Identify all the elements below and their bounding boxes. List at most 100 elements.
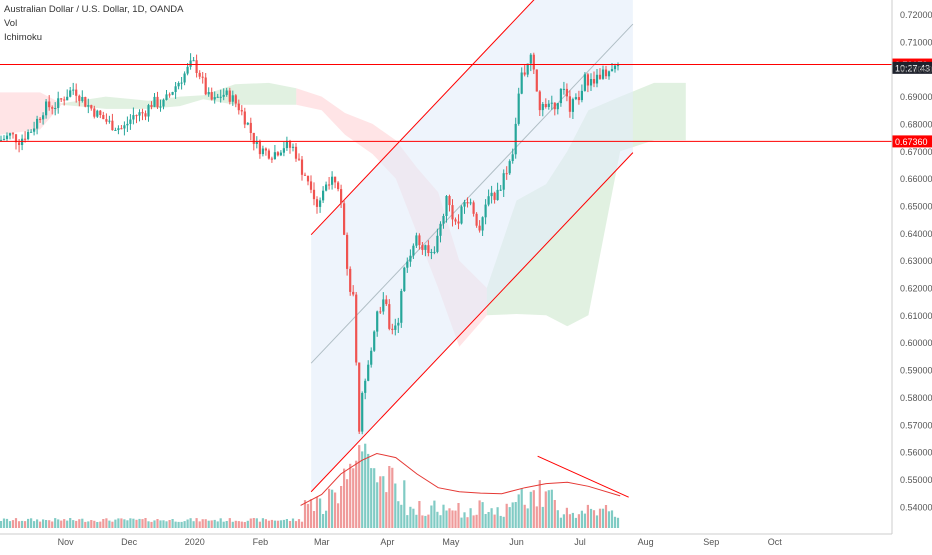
- candle-body: [505, 173, 508, 175]
- volume-bar: [553, 500, 556, 528]
- time-tick-label: Jul: [574, 537, 586, 547]
- volume-bar: [165, 521, 168, 528]
- volume-bar: [273, 520, 276, 528]
- volume-bar: [424, 515, 427, 528]
- volume-bar: [42, 519, 45, 528]
- candle-body: [586, 74, 589, 86]
- candle-body: [523, 72, 526, 75]
- candle-body: [562, 88, 565, 90]
- volume-bar: [168, 520, 171, 528]
- candle-body: [162, 99, 165, 107]
- volume-bar: [583, 513, 586, 528]
- candle-body: [156, 96, 159, 108]
- candle-body: [538, 91, 541, 111]
- candle-body: [391, 328, 394, 330]
- volume-bar: [33, 521, 36, 528]
- candle-body: [0, 139, 3, 141]
- candle-body: [496, 189, 499, 200]
- candle-body: [99, 110, 102, 115]
- candle-body: [460, 206, 463, 224]
- volume-bar: [529, 491, 532, 528]
- ichimoku-indicator-label[interactable]: Ichimoku: [4, 32, 43, 43]
- candle-body: [487, 196, 490, 205]
- volume-bar: [255, 518, 258, 528]
- volume-bar: [162, 520, 165, 528]
- price-tick-label: 0.63000: [900, 256, 932, 266]
- volume-bar: [574, 517, 577, 528]
- volume-bar: [568, 514, 571, 528]
- candle-body: [559, 88, 562, 104]
- candle-body: [42, 115, 45, 120]
- volume-bar: [216, 521, 219, 528]
- volume-bar: [370, 468, 373, 528]
- candle-body: [147, 105, 150, 117]
- candle-body: [8, 133, 12, 136]
- candle-body: [87, 105, 90, 107]
- candle-body: [436, 235, 439, 252]
- candle-body: [258, 142, 261, 155]
- volume-bar: [249, 518, 252, 528]
- volume-bar: [222, 521, 225, 528]
- volume-bar: [159, 520, 162, 528]
- volume-bar: [400, 504, 403, 528]
- volume-bar: [264, 519, 267, 528]
- channel-fill: [311, 0, 633, 492]
- volume-bar: [493, 514, 496, 528]
- candle-body: [373, 331, 376, 351]
- volume-bar: [451, 510, 454, 528]
- volume-bar: [508, 507, 511, 528]
- time-tick-label: May: [442, 537, 460, 547]
- volume-bar: [210, 520, 213, 528]
- candle-body: [451, 205, 454, 220]
- volume-bar: [231, 521, 234, 528]
- candle-body: [547, 103, 550, 107]
- candle-body: [415, 235, 418, 246]
- volume-bar: [604, 505, 608, 528]
- time-tick-label: Apr: [380, 537, 394, 547]
- candle-body: [246, 122, 249, 125]
- candle-body: [355, 294, 358, 363]
- candle-body: [144, 113, 147, 117]
- volume-bar: [532, 490, 535, 528]
- volume-bar: [204, 519, 207, 528]
- candle-body: [306, 175, 310, 182]
- candle-body: [328, 184, 331, 186]
- volume-divergence-line: [537, 455, 629, 498]
- price-tick-label: 0.67000: [900, 147, 932, 157]
- volume-bar: [427, 514, 430, 528]
- candle-body: [595, 74, 599, 84]
- volume-bar: [87, 521, 90, 528]
- volume-bar: [406, 515, 409, 528]
- volume-bar: [246, 520, 249, 528]
- volume-bar: [556, 510, 559, 528]
- volume-bar: [93, 520, 96, 528]
- candle-body: [48, 101, 51, 108]
- candle-body: [616, 65, 620, 67]
- candle-body: [580, 90, 583, 101]
- symbol-title[interactable]: Australian Dollar / U.S. Dollar, 1D, OAN…: [4, 4, 184, 15]
- candle-body: [96, 110, 99, 117]
- volume-bar: [394, 483, 397, 528]
- volume-indicator-label[interactable]: Vol: [4, 18, 18, 29]
- volume-bar: [523, 504, 526, 528]
- price-tick-label: 0.70000: [900, 65, 932, 75]
- candle-body: [601, 69, 605, 79]
- candle-body: [108, 120, 111, 122]
- candle-body: [376, 311, 379, 332]
- price-tick-label: 0.61000: [900, 311, 932, 321]
- candle-body: [490, 192, 493, 197]
- candle-body: [334, 176, 337, 183]
- candle-body: [159, 106, 162, 108]
- volume-bar: [270, 519, 273, 528]
- candle-body: [18, 142, 21, 145]
- volume-bar: [192, 521, 195, 528]
- time-label-bg: [892, 61, 932, 74]
- volume-bar: [505, 503, 508, 528]
- volume-bar: [463, 512, 466, 528]
- volume-bar: [309, 499, 313, 528]
- time-axis: Nov Dec 2020 Feb Mar Apr May Jun Jul Aug Sep Oct: [0, 533, 892, 547]
- candle-body: [406, 261, 409, 268]
- candle-body: [294, 146, 298, 159]
